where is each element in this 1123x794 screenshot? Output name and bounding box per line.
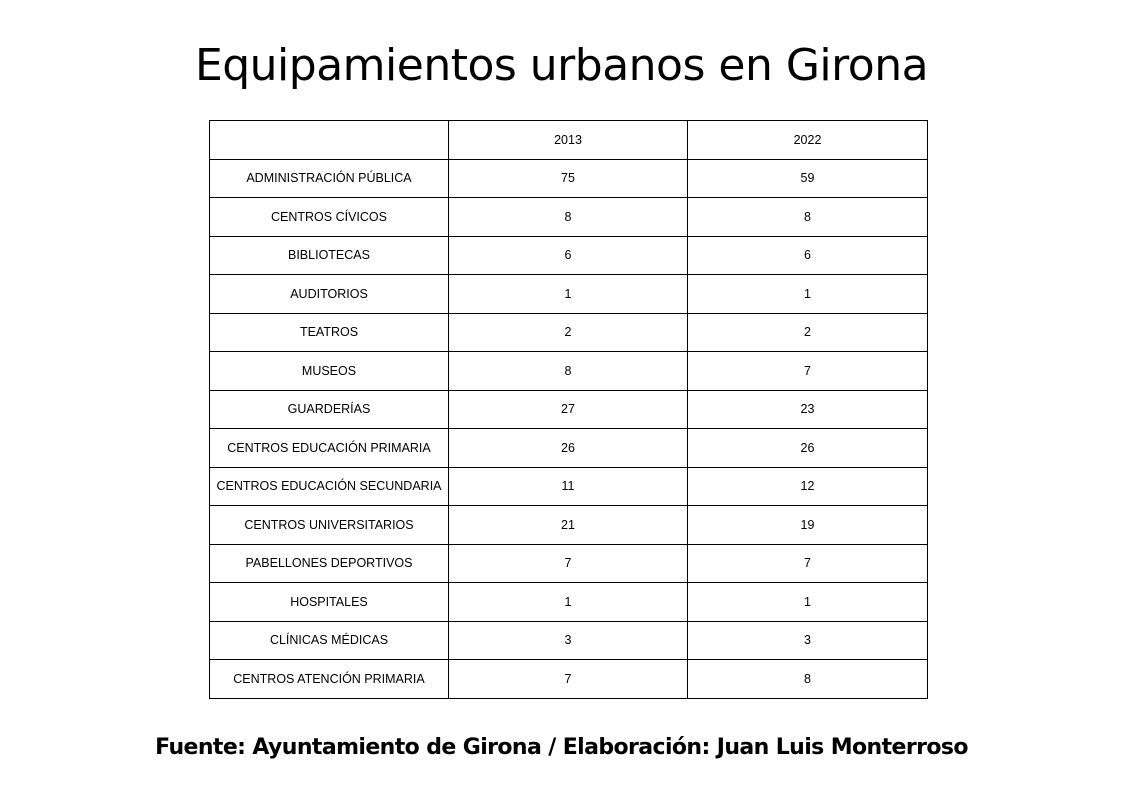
cell-2013: 2 [448,312,688,352]
cell-2013: 6 [448,235,688,275]
cell-2013: 3 [448,620,688,660]
cell-2022: 1 [687,582,928,622]
cell-2013: 26 [448,428,688,468]
table-row: CLÍNICAS MÉDICAS 3 3 [209,620,928,660]
cell-2022: 8 [687,197,928,237]
cell-2022: 12 [687,466,928,506]
cell-2022: 8 [687,659,928,699]
row-label: CENTROS CÍVICOS [209,197,449,237]
table-row: CENTROS EDUCACIÓN PRIMARIA 26 26 [209,428,928,468]
cell-2013: 21 [448,505,688,545]
cell-2022: 7 [687,351,928,391]
row-label: PABELLONES DEPORTIVOS [209,543,449,583]
row-label: ADMINISTRACIÓN PÚBLICA [209,158,449,198]
cell-2013: 8 [448,351,688,391]
cell-2022: 59 [687,158,928,198]
row-label: CENTROS ATENCIÓN PRIMARIA [209,659,449,699]
table-row: MUSEOS 8 7 [209,351,928,391]
table-row: HOSPITALES 1 1 [209,582,928,622]
cell-2022: 1 [687,274,928,314]
cell-2022: 6 [687,235,928,275]
cell-2022: 26 [687,428,928,468]
table-row: CENTROS ATENCIÓN PRIMARIA 7 8 [209,659,928,699]
row-label: AUDITORIOS [209,274,449,314]
row-label: CENTROS UNIVERSITARIOS [209,505,449,545]
row-label: TEATROS [209,312,449,352]
table-row: CENTROS UNIVERSITARIOS 21 19 [209,505,928,545]
cell-2022: 7 [687,543,928,583]
row-label: HOSPITALES [209,582,449,622]
header-category [209,120,449,160]
cell-2013: 75 [448,158,688,198]
cell-2013: 11 [448,466,688,506]
table-body: ADMINISTRACIÓN PÚBLICA 75 59 CENTROS CÍVICO… [209,158,928,699]
equipment-table: 2013 2022 ADMINISTRACIÓN PÚBLICA 75 59 CENT… [209,120,928,699]
table-row: PABELLONES DEPORTIVOS 7 7 [209,543,928,583]
row-label: CENTROS EDUCACIÓN PRIMARIA [209,428,449,468]
table-row: CENTROS EDUCACIÓN SECUNDARIA 11 12 [209,466,928,506]
source-note: Fuente: Ayuntamiento de Girona / Elabora… [155,735,968,760]
table-header-row: 2013 2022 [209,120,928,160]
row-label: GUARDERÍAS [209,389,449,429]
cell-2013: 7 [448,543,688,583]
cell-2022: 23 [687,389,928,429]
row-label: CENTROS EDUCACIÓN SECUNDARIA [209,466,449,506]
row-label: BIBLIOTECAS [209,235,449,275]
cell-2022: 2 [687,312,928,352]
header-2013: 2013 [448,120,688,160]
cell-2022: 19 [687,505,928,545]
table-row: AUDITORIOS 1 1 [209,274,928,314]
cell-2013: 8 [448,197,688,237]
cell-2022: 3 [687,620,928,660]
cell-2013: 27 [448,389,688,429]
table-row: CENTROS CÍVICOS 8 8 [209,197,928,237]
cell-2013: 1 [448,274,688,314]
header-2022: 2022 [687,120,928,160]
row-label: CLÍNICAS MÉDICAS [209,620,449,660]
table-row: TEATROS 2 2 [209,312,928,352]
table-row: ADMINISTRACIÓN PÚBLICA 75 59 [209,158,928,198]
page-title: Equipamientos urbanos en Girona [194,40,929,91]
row-label: MUSEOS [209,351,449,391]
table-row: BIBLIOTECAS 6 6 [209,235,928,275]
cell-2013: 7 [448,659,688,699]
table-row: GUARDERÍAS 27 23 [209,389,928,429]
cell-2013: 1 [448,582,688,622]
